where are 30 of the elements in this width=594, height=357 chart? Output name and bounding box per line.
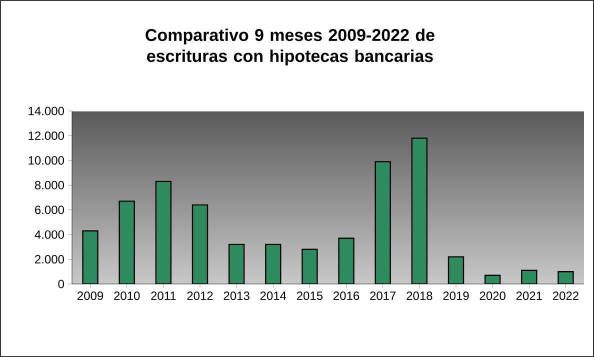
x-tick-label: 2022 xyxy=(552,292,578,300)
y-tick-label: 10.000 xyxy=(28,156,64,165)
x-tick-label: 2012 xyxy=(187,292,213,300)
bar xyxy=(374,161,391,284)
y-tick-label: 6.000 xyxy=(35,206,64,214)
y-tick-label: 4.000 xyxy=(34,230,64,239)
chart-title: Comparativo 9 meses 2009-2022 de escrituras con hipotecas bancarias xyxy=(146,28,434,66)
x-tick-label: 2019 xyxy=(443,292,469,300)
y-tick-label: 8.000 xyxy=(34,180,64,190)
x-tick-label: 2009 xyxy=(78,292,104,300)
x-tick-label: 2013 xyxy=(224,292,250,300)
bar xyxy=(228,244,245,284)
y-tick-label: 14.000 xyxy=(28,106,64,116)
x-tick-label: 2017 xyxy=(370,292,396,300)
x-tick-label: 2014 xyxy=(260,292,286,300)
y-tick-label: 12.000 xyxy=(28,131,64,140)
x-tick-label: 2021 xyxy=(516,292,542,300)
y-tick-label: 0 xyxy=(58,280,64,288)
x-tick-label: 2020 xyxy=(480,292,506,300)
bar xyxy=(192,204,208,284)
bar xyxy=(118,200,135,284)
x-tick-label: 2015 xyxy=(296,292,323,300)
bar xyxy=(411,138,428,284)
y-tick-label: 2.000 xyxy=(35,255,64,264)
x-tick-label: 2010 xyxy=(114,292,140,300)
bar xyxy=(155,180,172,284)
x-tick-label: 2011 xyxy=(151,292,176,300)
x-tick-label: 2016 xyxy=(334,292,360,300)
x-tick-label: 2018 xyxy=(406,292,432,300)
bar xyxy=(265,244,282,284)
